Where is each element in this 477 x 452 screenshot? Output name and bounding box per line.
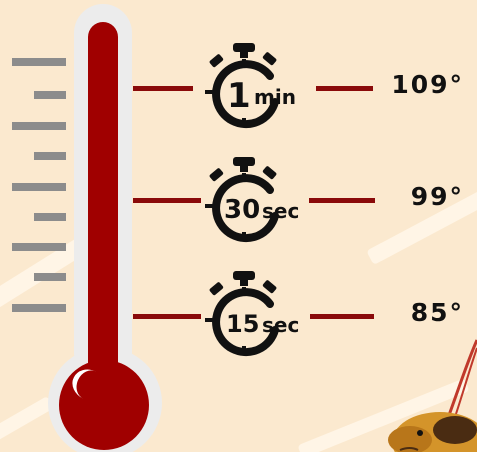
- scale-tick-long: [12, 58, 66, 66]
- connector-line: [310, 314, 374, 319]
- timer-number: 30: [224, 195, 260, 225]
- scale-tick-long: [12, 304, 66, 312]
- timer-number: 1: [227, 76, 251, 116]
- temperature-value: 109°: [391, 70, 464, 99]
- timer-unit: min: [254, 85, 296, 109]
- timer-unit: sec: [262, 199, 299, 223]
- scale-tick-long: [12, 243, 66, 251]
- temperature-value: 85°: [410, 298, 464, 327]
- thermometer-bulb: [59, 360, 149, 450]
- connector-line: [309, 198, 375, 203]
- scale-tick-long: [12, 122, 66, 130]
- scale-tick-short: [34, 152, 66, 160]
- stopwatch-icon: 1 min: [205, 43, 296, 129]
- connector-line: [133, 86, 193, 91]
- scale-tick-long: [12, 183, 66, 191]
- connector-line: [133, 314, 201, 319]
- connector-line: [316, 86, 373, 91]
- timer-number: 15: [226, 310, 259, 338]
- scale-tick-short: [34, 91, 66, 99]
- stopwatch-icon: 15 sec: [205, 271, 299, 357]
- thermometer-mercury: [88, 22, 118, 394]
- temperature-value: 99°: [410, 182, 464, 211]
- dog-illustration: [388, 339, 477, 452]
- timer-unit: sec: [262, 313, 299, 337]
- connector-line: [133, 198, 201, 203]
- scale-tick-short: [34, 213, 66, 221]
- stopwatch-icon: 30 sec: [205, 157, 299, 243]
- scale-tick-short: [34, 273, 66, 281]
- background-brush-stroke: [0, 395, 55, 444]
